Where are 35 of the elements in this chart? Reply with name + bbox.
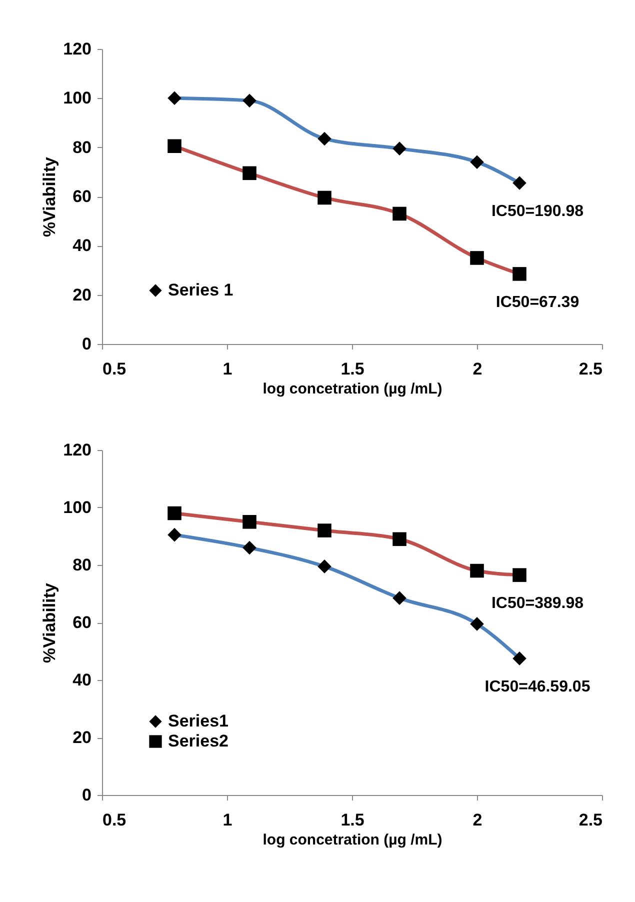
y-axis-title: %Viability bbox=[40, 582, 60, 663]
y-tick-label: 40 bbox=[72, 236, 92, 256]
x-axis-title: log concetration (µg /mL) bbox=[262, 380, 442, 398]
y-tick-label: 20 bbox=[72, 285, 92, 304]
x-tick-label: 2 bbox=[472, 810, 482, 830]
x-tick-label: 0.5 bbox=[102, 360, 126, 378]
x-tick-label: 1 bbox=[222, 810, 232, 830]
y-tick-label: 0 bbox=[82, 786, 92, 804]
annotation: IC50=67.39 bbox=[496, 294, 580, 311]
y-tick-label: 100 bbox=[63, 88, 92, 108]
x-tick-label: 1.5 bbox=[340, 810, 364, 830]
y-tick-label: 60 bbox=[72, 613, 92, 632]
y-tick-label: 120 bbox=[63, 40, 92, 58]
x-tick-label: 2.5 bbox=[578, 360, 602, 378]
x-tick-label: 0.5 bbox=[102, 810, 126, 830]
x-tick-label: 1 bbox=[222, 360, 232, 378]
y-axis-title: %Viability bbox=[40, 156, 60, 237]
y-tick-label: 20 bbox=[72, 728, 92, 747]
annotation: IC50=190.98 bbox=[491, 202, 584, 220]
x-axis-title: log concetration (µg /mL) bbox=[262, 832, 442, 848]
x-tick-label: 1.5 bbox=[340, 360, 364, 378]
y-tick-label: 0 bbox=[82, 334, 92, 354]
y-tick-label: 40 bbox=[72, 670, 92, 690]
legend-label: Series1 bbox=[168, 712, 228, 730]
x-tick-label: 2 bbox=[472, 360, 482, 378]
y-tick-label: 60 bbox=[72, 187, 92, 206]
legend-label: Series 1 bbox=[168, 280, 234, 300]
y-tick-label: 120 bbox=[63, 440, 92, 460]
y-tick-label: 80 bbox=[72, 556, 92, 574]
annotation: IC50=46.59.05 bbox=[484, 678, 590, 696]
annotation: IC50=389.98 bbox=[491, 595, 584, 612]
y-tick-label: 80 bbox=[72, 138, 92, 157]
y-tick-label: 100 bbox=[63, 498, 92, 517]
legend-label: Series2 bbox=[168, 732, 228, 750]
x-tick-label: 2.5 bbox=[578, 810, 602, 830]
